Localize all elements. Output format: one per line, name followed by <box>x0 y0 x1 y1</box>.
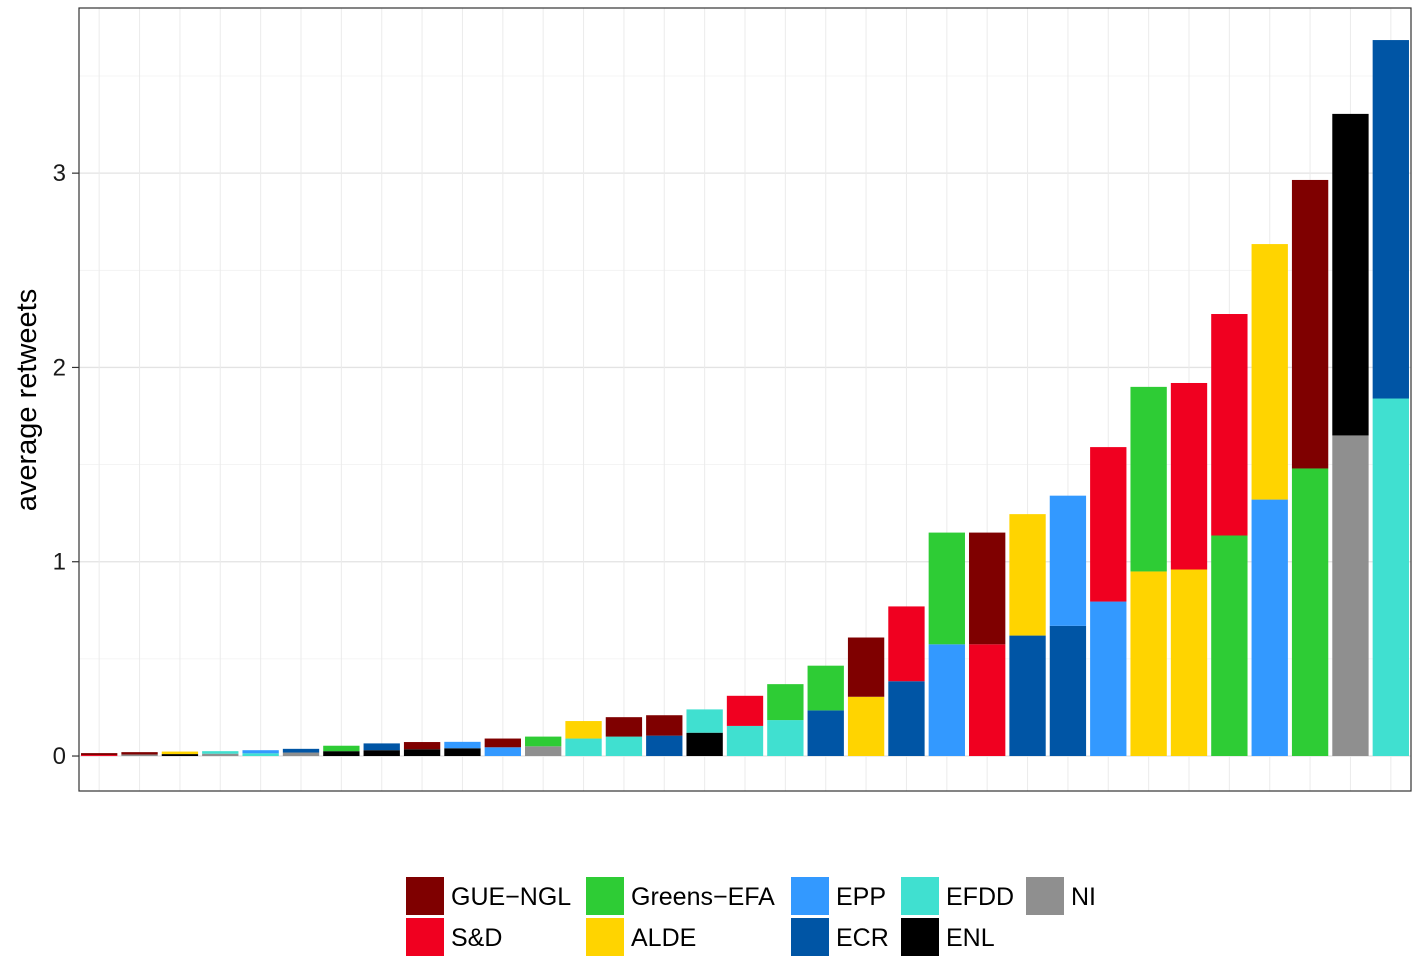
bar-segment <box>81 755 118 757</box>
bar-segment <box>565 721 602 739</box>
bar-segment <box>646 735 683 757</box>
bar-segment <box>1170 382 1208 570</box>
y-tick-label: 2 <box>53 354 66 381</box>
bar-segment <box>1170 569 1208 757</box>
bars <box>81 40 1409 757</box>
bar-segment <box>161 754 199 757</box>
legend-key <box>901 918 939 956</box>
bar-segment <box>1332 113 1369 436</box>
bar-segment <box>242 750 279 754</box>
legend-key <box>406 877 444 915</box>
bar-segment <box>121 752 158 755</box>
bar-segment <box>1251 499 1288 757</box>
bar-segment <box>1090 601 1127 757</box>
bar-segment <box>1049 495 1087 626</box>
bar-segment <box>767 720 804 757</box>
bar-segment <box>888 606 925 682</box>
legend-label: EFDD <box>946 883 1014 911</box>
bar-segment <box>525 746 562 757</box>
bar-segment <box>807 710 844 757</box>
bar-segment <box>363 750 400 757</box>
bar-segment <box>1372 398 1409 757</box>
legend-key <box>791 877 829 915</box>
bar-segment <box>323 745 360 752</box>
bar-segment <box>969 532 1006 645</box>
bar-segment <box>767 684 804 721</box>
bar-segment <box>1211 314 1248 536</box>
legend-key <box>1026 877 1064 915</box>
bar-segment <box>1009 635 1046 757</box>
bar-segment <box>282 748 320 753</box>
bar-segment <box>1251 244 1288 500</box>
bar-segment <box>525 736 562 747</box>
bar-segment <box>847 637 885 697</box>
bar-segment <box>202 751 239 754</box>
bar-segment <box>928 644 965 757</box>
bar-segment <box>1372 40 1409 399</box>
y-tick-label: 0 <box>53 743 66 770</box>
bar-segment <box>726 725 764 757</box>
bar-segment <box>161 751 199 755</box>
bar-segment <box>484 738 521 748</box>
bar-segment <box>565 738 602 757</box>
bar-segment <box>242 753 279 757</box>
bar-segment <box>807 665 844 711</box>
bar-segment <box>403 742 441 750</box>
bar-segment <box>605 717 643 737</box>
bar-segment <box>1049 625 1087 757</box>
bar-segment <box>969 644 1006 757</box>
bar-segment <box>121 754 158 757</box>
bar-segment <box>726 695 764 726</box>
bar-segment <box>444 741 481 749</box>
bar-segment <box>444 748 481 757</box>
legend-label: GUE−NGL <box>451 883 571 911</box>
bar-segment <box>282 752 320 757</box>
legend-key <box>586 918 624 956</box>
bar-segment <box>1291 179 1329 469</box>
legend-label: NI <box>1071 883 1096 911</box>
bar-segment <box>403 749 441 757</box>
legend-label: EPP <box>836 883 886 911</box>
plot-border <box>78 7 1412 792</box>
bar-segment <box>484 747 521 757</box>
legend-label: Greens−EFA <box>631 883 775 911</box>
bar-segment <box>888 681 925 757</box>
legend-label: ECR <box>836 924 889 952</box>
bar-segment <box>686 732 723 757</box>
bar-segment <box>81 753 118 756</box>
y-axis: 0 1 2 3 <box>53 160 79 770</box>
y-tick-label: 3 <box>53 160 66 187</box>
bar-segment <box>1090 447 1127 602</box>
legend-key <box>586 877 624 915</box>
bar-segment <box>1332 435 1369 757</box>
bar-segment <box>323 751 360 757</box>
legend-key <box>406 918 444 956</box>
bar-segment <box>646 715 683 736</box>
y-axis-title: average retweets <box>11 289 43 511</box>
legend-label: ALDE <box>631 924 696 952</box>
legend-label: ENL <box>946 924 995 952</box>
bar-segment <box>202 753 239 757</box>
bar-segment <box>1130 571 1167 757</box>
bar-segment <box>1130 386 1167 572</box>
legend-key <box>791 918 829 956</box>
bar-segment <box>1211 535 1248 757</box>
bar-segment <box>1009 514 1046 636</box>
bar-segment <box>928 532 965 645</box>
bar-segment <box>847 696 885 757</box>
legend-label: S&D <box>451 924 502 952</box>
bar-segment <box>363 743 400 751</box>
y-tick-label: 1 <box>53 549 66 576</box>
legend-key <box>901 877 939 915</box>
bar-segment <box>686 709 723 733</box>
legend: GUE−NGL Greens−EFA EPP EFDD NI S&D ALDE ECR ENL <box>406 877 1096 956</box>
bar-segment <box>605 736 643 757</box>
bar-segment <box>1291 468 1329 757</box>
